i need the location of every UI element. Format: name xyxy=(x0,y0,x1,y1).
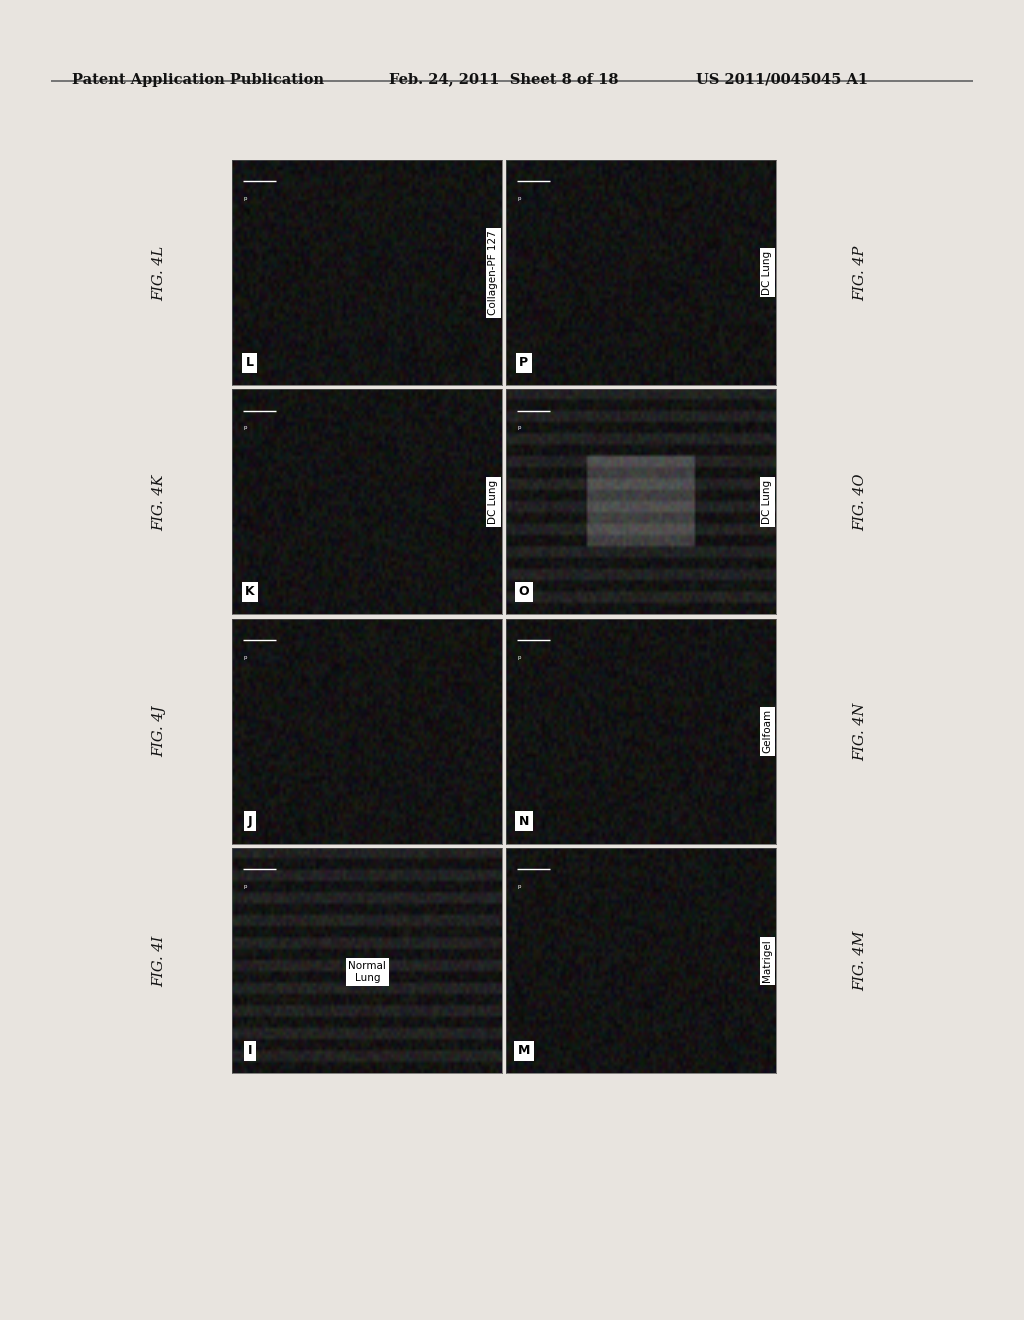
Text: FIG. 4K: FIG. 4K xyxy=(152,474,166,531)
Text: N: N xyxy=(519,814,529,828)
Text: p: p xyxy=(244,425,247,430)
Text: DC Lung: DC Lung xyxy=(488,480,499,524)
Text: Gelfoam: Gelfoam xyxy=(762,709,772,754)
Text: M: M xyxy=(518,1044,530,1057)
Text: DC Lung: DC Lung xyxy=(762,480,772,524)
Text: FIG. 4L: FIG. 4L xyxy=(152,246,166,301)
Text: US 2011/0045045 A1: US 2011/0045045 A1 xyxy=(696,73,868,87)
Text: FIG. 4I: FIG. 4I xyxy=(152,936,166,987)
Text: FIG. 4P: FIG. 4P xyxy=(853,246,867,301)
Text: I: I xyxy=(248,1044,252,1057)
Text: Patent Application Publication: Patent Application Publication xyxy=(72,73,324,87)
Text: J: J xyxy=(248,814,252,828)
Text: p: p xyxy=(244,884,247,890)
Text: p: p xyxy=(244,195,247,201)
Text: p: p xyxy=(517,195,520,201)
Text: FIG. 4N: FIG. 4N xyxy=(853,702,867,760)
Text: DC Lung: DC Lung xyxy=(762,251,772,294)
Text: FIG. 4O: FIG. 4O xyxy=(853,474,867,531)
Text: FIG. 4M: FIG. 4M xyxy=(853,931,867,991)
Text: P: P xyxy=(519,356,528,370)
Text: O: O xyxy=(518,586,529,598)
Text: Collagen-PF 127: Collagen-PF 127 xyxy=(488,230,499,315)
Text: Matrigel: Matrigel xyxy=(762,940,772,982)
Text: p: p xyxy=(517,425,520,430)
Text: L: L xyxy=(246,356,254,370)
Text: Normal
Lung: Normal Lung xyxy=(348,961,386,982)
Text: Feb. 24, 2011  Sheet 8 of 18: Feb. 24, 2011 Sheet 8 of 18 xyxy=(389,73,618,87)
Text: K: K xyxy=(245,586,255,598)
Text: FIG. 4J: FIG. 4J xyxy=(152,706,166,758)
Text: p: p xyxy=(244,655,247,660)
Text: p: p xyxy=(517,655,520,660)
Text: p: p xyxy=(517,884,520,890)
